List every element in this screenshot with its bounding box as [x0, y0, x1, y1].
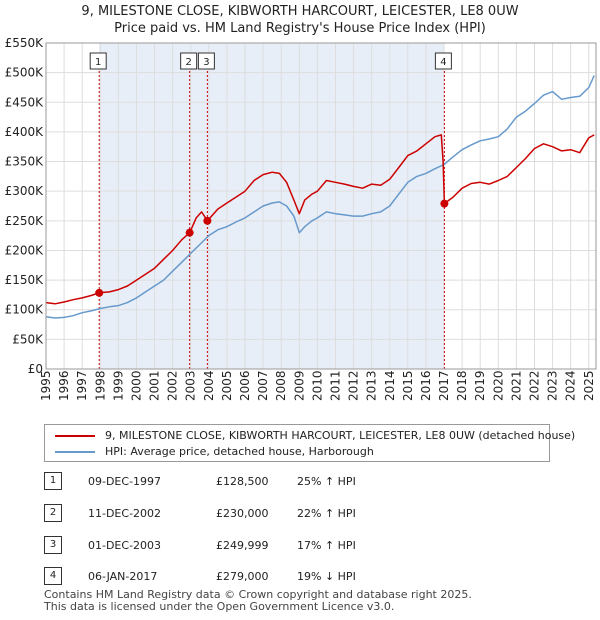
transaction-price: £279,000 — [216, 570, 269, 583]
legend-item-hpi: HPI: Average price, detached house, Harb… — [55, 444, 374, 460]
x-tick-label: 2009 — [292, 370, 306, 401]
legend-swatch-hpi — [55, 451, 95, 453]
x-tick-label: 2022 — [527, 370, 541, 401]
x-tick-label: 2024 — [564, 370, 578, 401]
x-tick-label: 2011 — [328, 370, 342, 401]
y-tick-label: £550K — [5, 36, 45, 50]
x-tick-label: 2018 — [455, 370, 469, 401]
x-tick-label: 2003 — [184, 370, 198, 401]
x-tick-label: 2014 — [383, 370, 397, 401]
x-tick-label: 2017 — [437, 370, 451, 401]
x-tick-label: 2019 — [473, 370, 487, 401]
x-tick-label: 1998 — [93, 370, 107, 401]
legend-swatch-property — [55, 435, 95, 437]
y-tick-label: £100K — [5, 303, 45, 317]
footer-line1: Contains HM Land Registry data © Crown c… — [44, 588, 472, 601]
sale-marker-box: 4 — [434, 52, 452, 70]
x-tick-label: 2001 — [148, 370, 162, 401]
sale-point — [440, 199, 449, 208]
transaction-hpi-delta: 25% ↑ HPI — [297, 475, 356, 488]
y-tick-label: £200K — [5, 243, 45, 257]
legend-label-property: 9, MILESTONE CLOSE, KIBWORTH HARCOURT, L… — [105, 429, 576, 442]
x-tick-label: 2025 — [582, 370, 596, 401]
x-tick-label: 2005 — [220, 370, 234, 401]
x-tick-label: 2012 — [347, 370, 361, 401]
transaction-row: 3 01-DEC-2003 £249,999 17% ↑ HPI — [44, 536, 464, 554]
footer: Contains HM Land Registry data © Crown c… — [44, 589, 472, 613]
sale-marker-box: 1 — [89, 52, 107, 70]
sale-marker-frame — [89, 52, 107, 70]
sale-point — [185, 228, 194, 237]
x-tick-label: 2015 — [401, 370, 415, 401]
ownership-shade — [99, 43, 445, 369]
x-tick-label: 1997 — [75, 370, 89, 401]
transaction-date: 01-DEC-2003 — [88, 539, 162, 552]
sale-marker-box: 2 — [180, 52, 198, 70]
plot-frame — [45, 42, 597, 370]
transaction-row: 2 11-DEC-2002 £230,000 22% ↑ HPI — [44, 504, 464, 522]
footer-line2: This data is licensed under the Open Gov… — [44, 600, 395, 613]
x-tick-label: 1995 — [39, 370, 53, 401]
x-tick-label: 2013 — [365, 370, 379, 401]
transaction-price: £230,000 — [216, 507, 269, 520]
transaction-row: 4 06-JAN-2017 £279,000 19% ↓ HPI — [44, 567, 464, 585]
transaction-date: 06-JAN-2017 — [88, 570, 158, 583]
x-tick-label: 2021 — [509, 370, 523, 401]
sale-marker-label: 4 — [440, 57, 446, 68]
property-price-line — [45, 134, 595, 305]
transaction-date: 11-DEC-2002 — [88, 507, 162, 520]
legend-item-property: 9, MILESTONE CLOSE, KIBWORTH HARCOURT, L… — [55, 428, 575, 444]
x-tick-label: 2002 — [166, 370, 180, 401]
price-chart: 1 2 3 4 £0 £50K £100K £150K £200K £250K £300K £350… — [5, 36, 597, 401]
sale-point — [95, 288, 104, 297]
sale-marker-frame — [197, 52, 215, 70]
chart-legend: 9, MILESTONE CLOSE, KIBWORTH HARCOURT, L… — [44, 424, 575, 462]
chart-title: 9, MILESTONE CLOSE, KIBWORTH HARCOURT, L… — [0, 3, 600, 37]
transaction-badge: 1 — [44, 472, 62, 490]
sale-marker-frame — [434, 52, 452, 70]
transaction-hpi-delta: 19% ↓ HPI — [297, 570, 356, 583]
transaction-date: 09-DEC-1997 — [88, 475, 162, 488]
chart-title-line1: 9, MILESTONE CLOSE, KIBWORTH HARCOURT, L… — [81, 4, 519, 19]
sale-marker-box: 3 — [197, 52, 215, 70]
x-tick-label: 2023 — [546, 370, 560, 401]
y-tick-label: £0 — [28, 362, 43, 376]
x-tick-label: 1996 — [57, 370, 71, 401]
x-tick-label: 2016 — [419, 370, 433, 401]
x-tick-label: 2008 — [274, 370, 288, 401]
sale-marker-label: 2 — [185, 57, 191, 68]
transaction-price: £249,999 — [216, 539, 269, 552]
y-tick-label: £350K — [5, 155, 45, 169]
sale-marker-frame — [180, 52, 198, 70]
y-tick-label: £450K — [5, 95, 45, 109]
x-tick-label: 1999 — [111, 370, 125, 401]
transaction-badge: 3 — [44, 536, 62, 554]
sale-point — [203, 216, 212, 225]
x-tick-label: 2010 — [310, 370, 324, 401]
transaction-price: £128,500 — [216, 475, 269, 488]
x-tick-label: 2000 — [129, 370, 143, 401]
y-tick-label: £50K — [12, 332, 44, 346]
chart-title-line2: Price paid vs. HM Land Registry's House … — [114, 21, 486, 36]
legend-label-hpi: HPI: Average price, detached house, Harb… — [105, 445, 374, 458]
y-tick-label: £500K — [5, 66, 45, 80]
transaction-hpi-delta: 22% ↑ HPI — [297, 507, 356, 520]
transaction-hpi-delta: 17% ↑ HPI — [297, 539, 356, 552]
sale-marker-label: 1 — [95, 57, 101, 68]
transaction-badge: 2 — [44, 504, 62, 522]
y-tick-label: £400K — [5, 125, 45, 139]
y-tick-label: £300K — [5, 184, 45, 198]
transaction-row: 1 09-DEC-1997 £128,500 25% ↑ HPI — [44, 472, 464, 490]
x-tick-label: 2007 — [256, 370, 270, 401]
transaction-badge: 4 — [44, 567, 62, 585]
x-tick-label: 2020 — [491, 370, 505, 401]
hpi-line — [45, 75, 595, 319]
sale-marker-label: 3 — [203, 57, 209, 68]
y-tick-label: £250K — [5, 214, 45, 228]
y-tick-label: £150K — [5, 273, 45, 287]
x-tick-label: 2004 — [202, 370, 216, 401]
x-tick-label: 2006 — [238, 370, 252, 401]
